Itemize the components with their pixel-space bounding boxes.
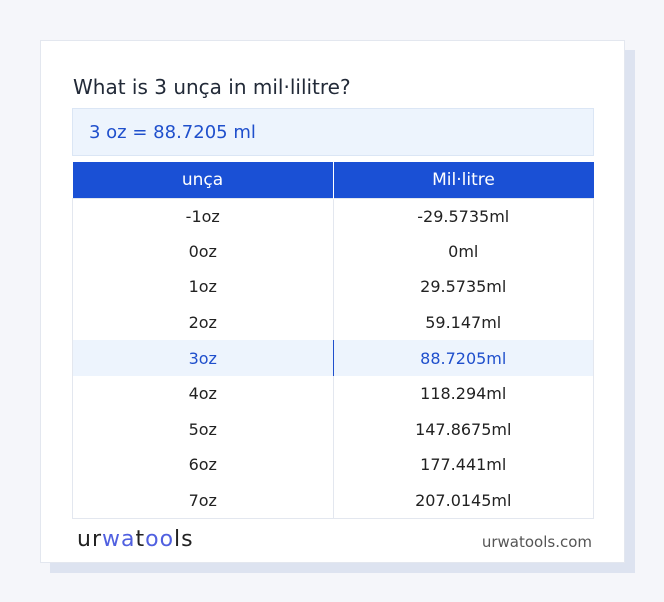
ounce-cell: 5oz	[72, 411, 334, 448]
ounce-cell: -1oz	[72, 198, 334, 234]
ounce-cell: 0oz	[72, 233, 334, 270]
ounce-cell: 7oz	[72, 482, 334, 519]
table-row: 0oz 0ml	[72, 233, 594, 270]
table-row: 4oz 118.294ml	[72, 375, 594, 412]
ounce-cell: 4oz	[72, 375, 334, 412]
ounce-cell: 3oz	[72, 340, 334, 376]
table-row: 2oz 59.147ml	[72, 304, 594, 341]
site-link[interactable]: urwatools.com	[481, 533, 592, 551]
ounce-cell: 6oz	[72, 447, 334, 483]
ounce-cell: 2oz	[72, 304, 334, 341]
millilitre-cell: 207.0145ml	[415, 490, 512, 510]
table-row: 7oz 207.0145ml	[72, 482, 594, 519]
table-row: -1oz -29.5735ml	[72, 198, 594, 234]
header-millilitre: Mil·litre	[333, 162, 594, 198]
header-ounce: unça	[72, 162, 334, 198]
conversion-table: unça Mil·litre -1oz -29.5735ml 0oz 0ml 1oz 29…	[72, 162, 594, 519]
millilitre-cell: 118.294ml	[420, 384, 507, 404]
table-row: 3oz 88.7205ml	[72, 340, 594, 376]
millilitre-cell: 59.147ml	[425, 313, 502, 333]
millilitre-cell: 177.441ml	[420, 455, 507, 475]
millilitre-cell: 147.8675ml	[415, 419, 512, 439]
millilitre-cell: 29.5735ml	[420, 277, 507, 297]
page-title: What is 3 unça in mil·lilitre?	[73, 75, 351, 99]
millilitre-cell: -29.5735ml	[417, 206, 510, 226]
urwatools-logo[interactable]: urwatools	[77, 527, 194, 552]
converter-card: What is 3 unça in mil·lilitre? 3 oz = 88…	[40, 40, 625, 563]
table-row: 5oz 147.8675ml	[72, 411, 594, 448]
table-row: 1oz 29.5735ml	[72, 269, 594, 305]
millilitre-cell: 88.7205ml	[333, 340, 594, 376]
table-row: 6oz 177.441ml	[72, 447, 594, 483]
millilitre-cell: 0ml	[448, 241, 479, 261]
ounce-cell: 1oz	[72, 269, 334, 305]
result-box: 3 oz = 88.7205 ml	[72, 108, 594, 156]
